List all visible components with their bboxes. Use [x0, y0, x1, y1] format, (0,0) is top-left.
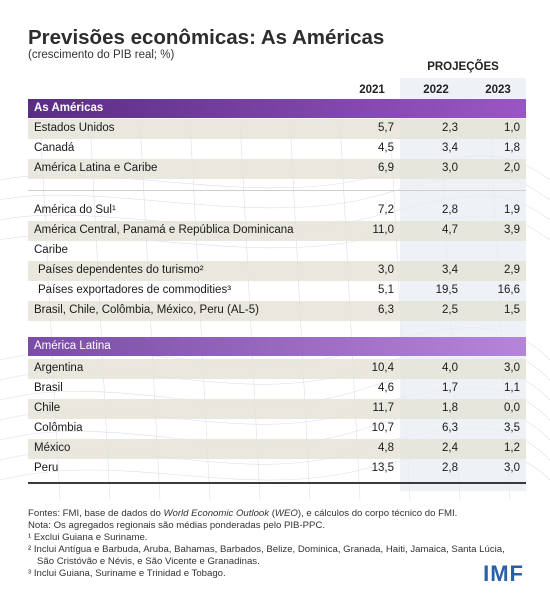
value-2022: 3,0	[442, 162, 458, 174]
row-label: Países exportadores de commodities³	[38, 284, 232, 296]
group-divider	[28, 190, 526, 191]
value-2021: 4,5	[378, 142, 394, 154]
value-2023: 1,8	[504, 142, 520, 154]
projections-column-shade	[400, 78, 526, 491]
value-2023: 3,0	[504, 462, 520, 474]
value-2023: 1,9	[504, 204, 520, 216]
value-2021: 7,2	[378, 204, 394, 216]
projections-label: PROJEÇÕES	[427, 61, 499, 73]
value-2022: 1,8	[442, 402, 458, 414]
value-2023: 3,5	[504, 422, 520, 434]
row-label: América Latina e Caribe	[34, 162, 158, 174]
footnote-3: ³ Inclui Guiana, Suriname e Trinidad e T…	[28, 568, 226, 579]
value-2023: 2,9	[504, 264, 520, 276]
value-2021: 11,7	[372, 402, 394, 414]
table-row: Caribe	[28, 241, 526, 261]
section-header-latin-america: América Latina	[28, 337, 526, 356]
value-2021: 5,7	[378, 122, 394, 134]
footnote-2: ² Inclui Antígua e Barbuda, Aruba, Baham…	[28, 544, 505, 555]
table-row: Canadá 4,5 3,4 1,8	[28, 139, 526, 159]
table-row: Peru 13,5 2,8 3,0	[28, 459, 526, 479]
table-row: Argentina 10,4 4,0 3,0	[28, 359, 526, 379]
value-2021: 5,1	[378, 284, 394, 296]
year-header-row: 2021 2022 2023	[28, 80, 526, 102]
row-label: América do Sul¹	[34, 204, 116, 216]
value-2022: 3,4	[442, 264, 458, 276]
source-note: Fontes: FMI, base de dados do World Econ…	[28, 508, 458, 519]
row-label: México	[34, 442, 71, 454]
table-bottom-rule	[28, 482, 526, 484]
row-label: Estados Unidos	[34, 122, 115, 134]
value-2023: 16,6	[497, 284, 520, 296]
value-2022: 2,3	[442, 122, 458, 134]
value-2022: 2,8	[442, 204, 458, 216]
footnotes: Fontes: FMI, base de dados do World Econ…	[28, 508, 528, 580]
page-subtitle: (crescimento do PIB real; %)	[28, 49, 175, 61]
value-2022: 1,7	[442, 382, 458, 394]
section-title: América Latina	[34, 340, 111, 352]
value-2021: 6,3	[378, 304, 394, 316]
imf-logo: IMF	[483, 561, 524, 586]
row-label: Colômbia	[34, 422, 83, 434]
year-2022: 2022	[423, 84, 449, 96]
row-label: Peru	[34, 462, 59, 474]
table-row: América Central, Panamá e República Domi…	[28, 221, 526, 241]
value-2021: 13,5	[371, 462, 394, 474]
value-2023: 3,9	[504, 224, 520, 236]
table-row: Brasil 4,6 1,7 1,1	[28, 379, 526, 399]
table-row: América do Sul¹ 7,2 2,8 1,9	[28, 201, 526, 221]
value-2022: 2,8	[442, 462, 458, 474]
value-2023: 1,1	[504, 382, 520, 394]
table-row: Chile 11,7 1,8 0,0	[28, 399, 526, 419]
value-2022: 4,7	[442, 224, 458, 236]
table-row: Países exportadores de commodities³ 5,1 …	[28, 281, 526, 301]
footnote-1: ¹ Exclui Guiana e Suriname.	[28, 532, 148, 543]
value-2023: 2,0	[504, 162, 520, 174]
value-2021: 6,9	[378, 162, 394, 174]
row-label: América Central, Panamá e República Domi…	[34, 224, 294, 236]
value-2021: 11,0	[372, 224, 394, 236]
section-header-americas: As Américas	[28, 99, 526, 118]
value-2021: 10,4	[371, 362, 394, 374]
year-2021: 2021	[359, 84, 385, 96]
value-2022: 2,4	[442, 442, 458, 454]
table-row: Estados Unidos 5,7 2,3 1,0	[28, 119, 526, 139]
value-2021: 4,6	[378, 382, 394, 394]
value-2021: 4,8	[378, 442, 394, 454]
row-label: Caribe	[34, 244, 68, 256]
note-text: Nota: Os agregados regionais são médias …	[28, 520, 326, 531]
value-2022: 19,5	[435, 284, 458, 296]
row-label: Chile	[34, 402, 61, 414]
table-row: México 4,8 2,4 1,2	[28, 439, 526, 459]
value-2022: 2,5	[442, 304, 458, 316]
value-2022: 6,3	[442, 422, 458, 434]
value-2023: 0,0	[504, 402, 520, 414]
value-2022: 3,4	[442, 142, 458, 154]
footnote-2-continued: São Cristóvão e Névis, e São Vicente e G…	[37, 556, 260, 567]
value-2022: 4,0	[442, 362, 458, 374]
table-row: Brasil, Chile, Colômbia, México, Peru (A…	[28, 301, 526, 321]
table-row: América Latina e Caribe 6,9 3,0 2,0	[28, 159, 526, 179]
value-2023: 1,0	[504, 122, 520, 134]
year-2023: 2023	[485, 84, 511, 96]
row-label: Argentina	[34, 362, 84, 374]
page-title: Previsões econômicas: As Américas	[28, 26, 385, 49]
value-2023: 1,2	[504, 442, 520, 454]
table-row: Colômbia 10,7 6,3 3,5	[28, 419, 526, 439]
row-label: Canadá	[34, 142, 75, 154]
row-label: Países dependentes do turismo²	[38, 264, 204, 276]
row-label: Brasil, Chile, Colômbia, México, Peru (A…	[34, 304, 259, 316]
value-2021: 10,7	[371, 422, 394, 434]
row-label: Brasil	[34, 382, 63, 394]
value-2023: 1,5	[504, 304, 520, 316]
value-2023: 3,0	[504, 362, 520, 374]
value-2021: 3,0	[378, 264, 394, 276]
table-row: Países dependentes do turismo² 3,0 3,4 2…	[28, 261, 526, 281]
section-title: As Américas	[34, 102, 104, 114]
